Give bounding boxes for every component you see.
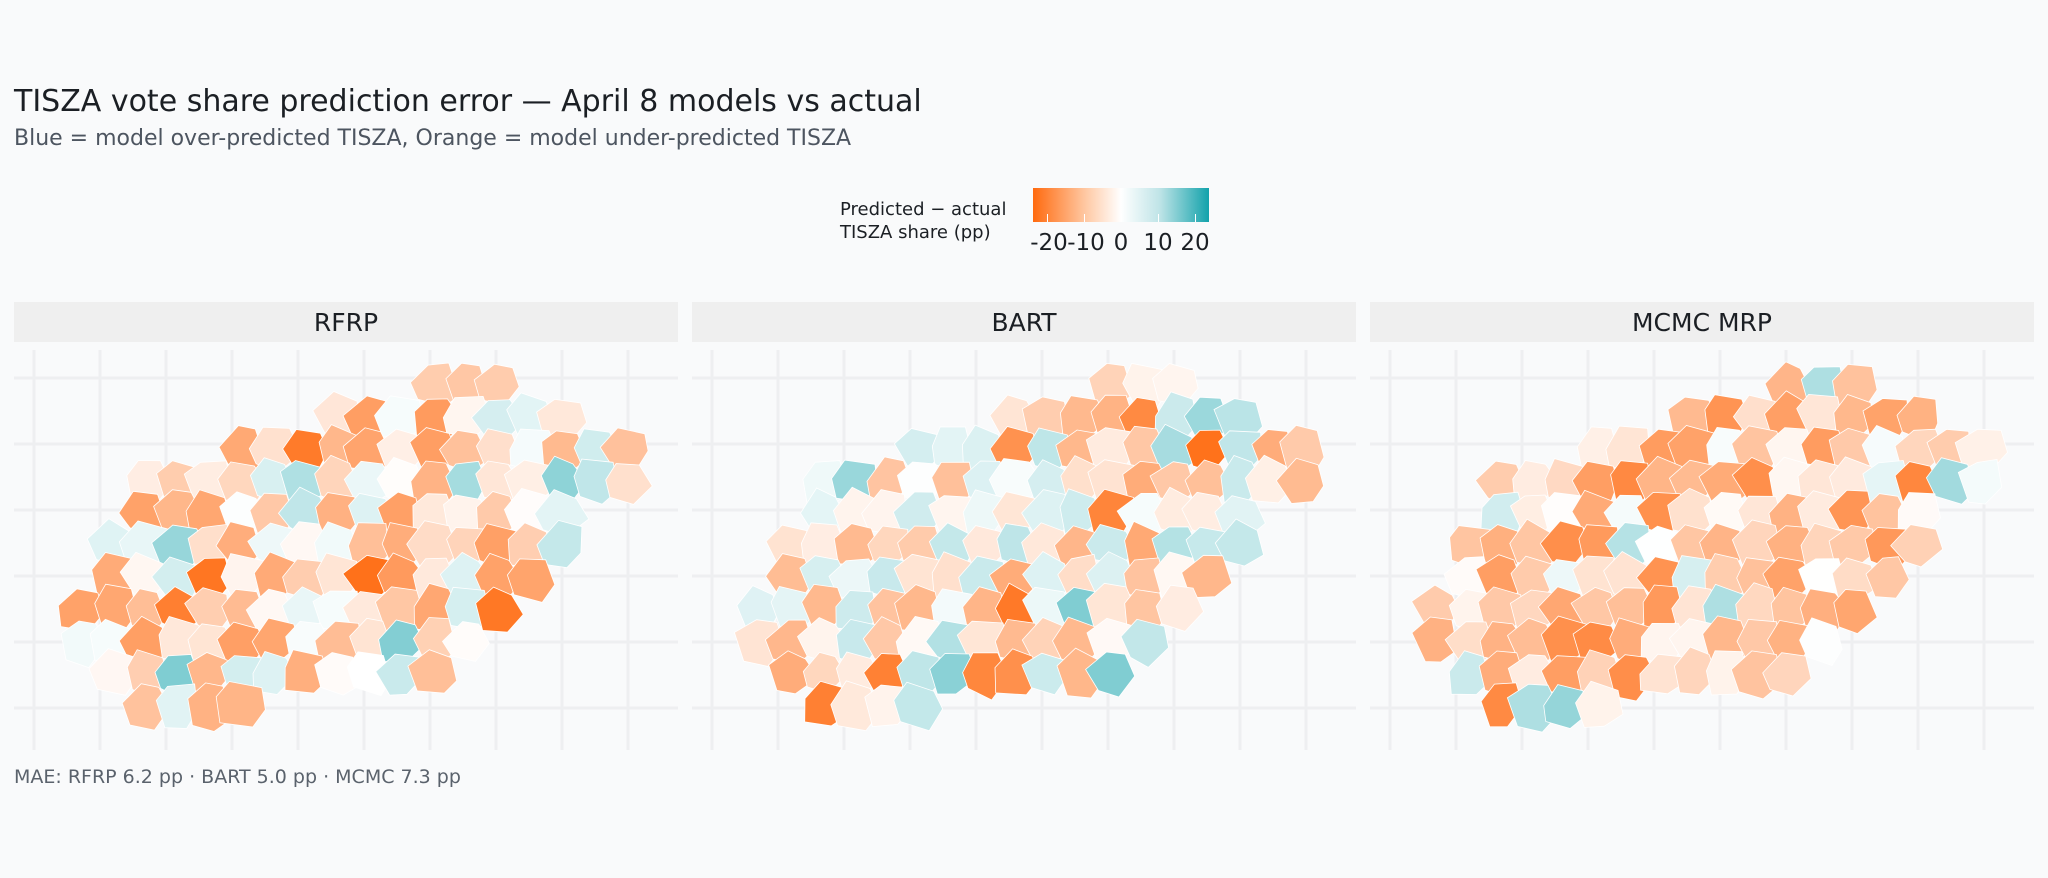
panel-mcmc-mrp: MCMC MRP [1370,302,2034,760]
district-shape [1833,589,1878,635]
district-shape [1799,617,1843,666]
district-shape [929,653,979,695]
map-mcmc-mrp [1370,350,2034,750]
district-shape [506,558,556,603]
legend-tick-label: 20 [1180,230,1210,256]
district-shape [407,649,458,694]
legend-title-line1: Predicted − actual [840,199,1007,220]
legend-tick-mark [1158,214,1159,222]
panel-title-bart: BART [692,302,1356,342]
district-shape [284,649,329,694]
district-shape [1155,584,1205,632]
district-shape [1181,554,1233,599]
chart-subtitle: Blue = model over-predicted TISZA, Orang… [14,126,852,151]
district-shape [1480,682,1524,728]
district-shape [605,463,653,505]
district-shape [1673,646,1718,696]
panel-rfrp: RFRP [14,302,678,760]
district-shape [1275,457,1325,504]
legend-tick-label: -20 [1030,230,1068,256]
district-shape [1865,556,1910,599]
district-shape [1214,518,1265,567]
district-shape [1925,457,1975,505]
district-shape [88,648,138,696]
color-legend: Predicted − actual TISZA share (pp) -20 … [836,188,1236,260]
panel-title-mcmc-mrp: MCMC MRP [1370,302,2034,342]
district-shape [1448,650,1491,695]
panel-bart: BART [692,302,1356,760]
legend-title-line2: TISZA share (pp) [840,222,991,243]
district-shape [1957,458,2003,505]
district-shape [1890,524,1944,568]
district-shape [1762,652,1812,697]
district-shape [1575,680,1624,728]
district-shape [1543,684,1588,729]
legend-color-bar [1033,188,1209,222]
district-shape [768,650,819,695]
legend-tick-label: 10 [1143,230,1173,256]
district-shape [155,683,199,729]
district-shape [346,651,392,697]
legend-tick-label: -10 [1067,230,1105,256]
district-shape [1021,652,1069,696]
district-shape [893,681,944,732]
district-shape [121,683,171,731]
district-shape [573,458,620,505]
district-shape [1085,651,1136,698]
legend-tick-label: 0 [1113,230,1129,256]
mae-caption: MAE: RFRP 6.2 pp · BART 5.0 pp · MCMC 7.… [14,766,461,788]
legend-tick-mark [1195,214,1196,222]
district-shape [1411,616,1459,663]
district-shape [994,648,1041,696]
chart-title: TISZA vote share prediction error — Apri… [14,84,922,119]
legend-tick-mark [1084,214,1085,222]
map-rfrp [14,350,678,750]
legend-tick-mark [1047,214,1048,222]
panel-title-rfrp: RFRP [14,302,678,342]
map-bart [692,350,1356,750]
district-shape [536,519,583,569]
district-shape [475,586,524,633]
district-shape [441,621,490,662]
district-shape [1120,618,1170,668]
legend-title: Predicted − actual TISZA share (pp) [840,198,1030,244]
district-shape [830,680,881,732]
legend-tick-mark [1121,214,1122,222]
district-shape [215,681,266,728]
